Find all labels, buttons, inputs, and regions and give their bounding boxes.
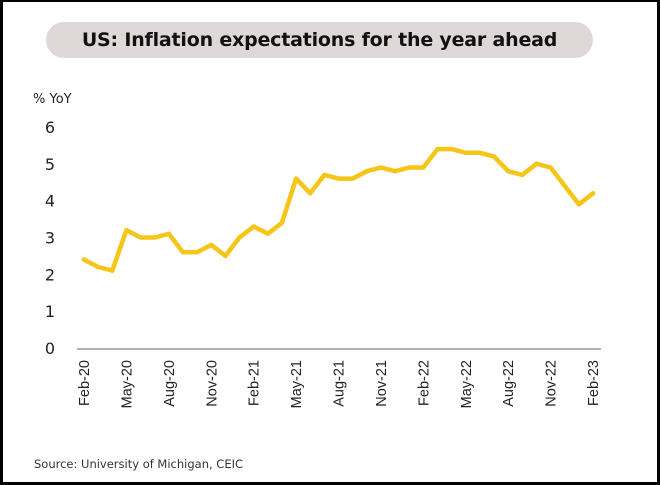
- x-tick-label: Aug-21: [332, 360, 348, 407]
- data-point: [477, 150, 483, 155]
- data-point: [350, 176, 355, 181]
- data-point: [166, 231, 172, 237]
- y-tick-label: 2: [45, 265, 55, 284]
- x-tick-label: Nov-20: [204, 360, 220, 407]
- data-point: [124, 227, 129, 233]
- data-point: [138, 235, 143, 240]
- x-tick-label: Feb-20: [77, 360, 93, 406]
- data-point: [463, 150, 468, 155]
- data-point: [520, 172, 525, 178]
- data-point: [308, 191, 313, 196]
- data-point: [421, 165, 426, 170]
- x-tick-label: May-20: [119, 360, 135, 408]
- data-point: [95, 264, 101, 270]
- data-point: [223, 253, 228, 259]
- y-tick-label: 3: [45, 229, 55, 248]
- data-point: [406, 165, 412, 170]
- y-tick-label: 0: [45, 339, 55, 358]
- data-point: [336, 176, 341, 181]
- data-point: [152, 235, 157, 240]
- data-point: [194, 250, 200, 255]
- series-line: [81, 146, 596, 273]
- data-point: [378, 165, 384, 170]
- data-point: [491, 154, 497, 159]
- y-axis-label: % YoY: [33, 92, 72, 107]
- y-tick-label: 5: [45, 155, 55, 174]
- data-point: [322, 172, 327, 178]
- data-point: [110, 268, 115, 273]
- data-point: [293, 176, 299, 181]
- data-point: [364, 169, 369, 174]
- x-tick-label: Feb-21: [247, 360, 263, 406]
- x-tick-label: May-21: [289, 360, 305, 408]
- data-point: [590, 191, 596, 196]
- data-point: [562, 183, 567, 189]
- x-tick-label: Feb-23: [586, 360, 602, 406]
- data-point: [392, 169, 398, 174]
- data-point: [576, 202, 582, 207]
- x-tick-label: Nov-21: [374, 360, 390, 407]
- data-point: [534, 161, 539, 167]
- x-tick-label: Aug-22: [501, 360, 517, 407]
- x-tick-label: May-22: [459, 360, 475, 408]
- y-axis-ticks: 0 1 2 3 4 5 6: [45, 118, 55, 358]
- chart-title: US: Inflation expectations for the year …: [81, 29, 558, 51]
- data-point: [279, 220, 285, 225]
- data-point: [209, 242, 214, 248]
- data-point: [237, 235, 242, 240]
- x-tick-label: Feb-22: [416, 360, 432, 406]
- data-point: [251, 224, 256, 229]
- x-tick-label: Nov-22: [544, 360, 560, 407]
- data-point: [435, 146, 440, 152]
- y-tick-label: 1: [45, 302, 55, 321]
- y-tick-label: 6: [45, 118, 55, 137]
- data-point: [548, 165, 553, 170]
- series-points: [81, 146, 596, 273]
- x-axis-ticks: Feb-20 May-20 Aug-20 Nov-20 Feb-21 May-21 Aug-…: [77, 360, 602, 408]
- x-tick-label: Aug-20: [162, 360, 178, 407]
- chart-title-banner: US: Inflation expectations for the year …: [46, 22, 593, 58]
- source-note: Source: University of Michigan, CEIC: [34, 457, 244, 471]
- y-tick-label: 4: [45, 192, 55, 211]
- data-point: [81, 257, 87, 262]
- data-point: [505, 169, 511, 174]
- data-point: [180, 250, 186, 255]
- data-point: [449, 146, 454, 152]
- data-point: [265, 231, 271, 237]
